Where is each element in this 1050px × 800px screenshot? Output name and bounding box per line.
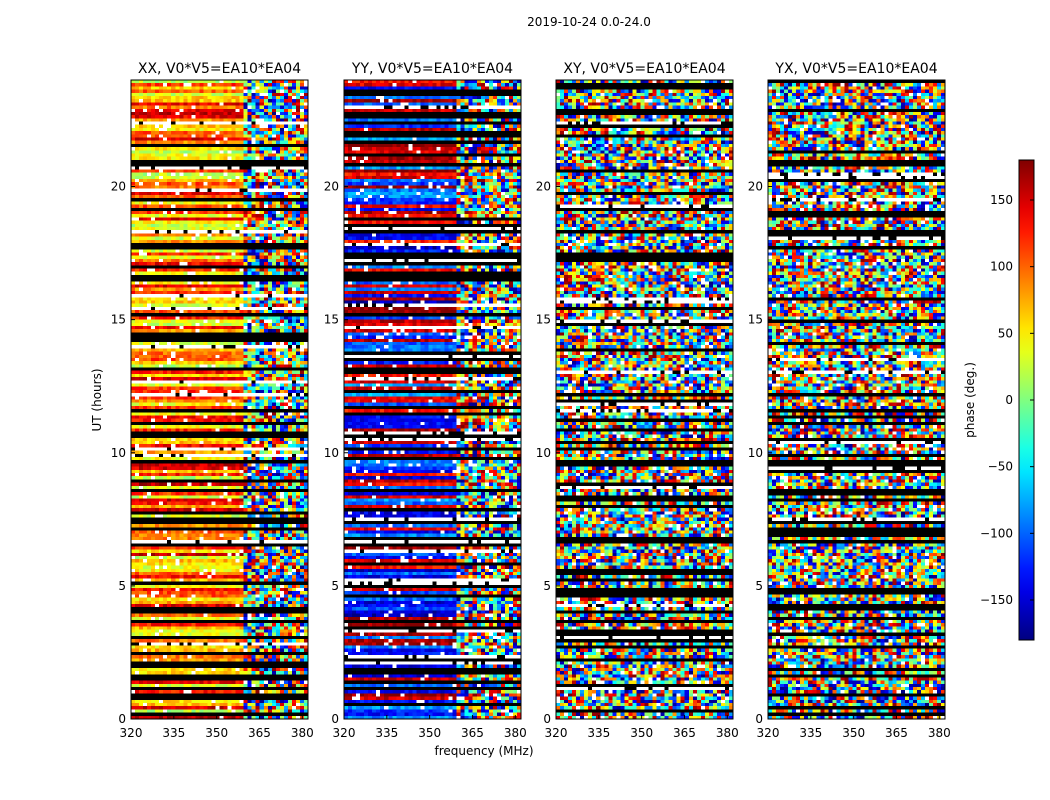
panel-yy: YY, V0*V5=EA10*EA04 320 335 350 365 380 0 5 10 15… (324, 61, 527, 740)
y-axis-label: UT (hours) (90, 368, 104, 431)
x-axis-label: frequency (MHz) (434, 744, 533, 758)
phase-heatmap-yy (344, 80, 521, 719)
y-tick-label: 5 (755, 579, 763, 593)
x-tick-label: 365 (461, 726, 484, 740)
colorbar-tick-label: 150 (990, 193, 1013, 207)
panel-yx: YX, V0*V5=EA10*EA04 320 335 350 365 380 0 5 10 15… (748, 61, 951, 740)
y-tick-label: 15 (111, 313, 126, 327)
panel-title: YY, V0*V5=EA10*EA04 (351, 61, 513, 77)
phase-heatmap-xx (131, 80, 308, 719)
phase-heatmap-xy (556, 80, 733, 719)
x-tick-label: 335 (587, 726, 610, 740)
x-tick-label: 365 (885, 726, 908, 740)
y-tick-label: 0 (543, 712, 551, 726)
x-tick-label: 380 (504, 726, 527, 740)
x-tick-label: 350 (418, 726, 441, 740)
panel-frame (767, 79, 946, 720)
colorbar-tick-label: 50 (998, 326, 1013, 340)
colorbar-label: phase (deg.) (963, 362, 977, 438)
figure-title: 2019-10-24 0.0-24.0 (527, 15, 651, 29)
y-tick-label: 10 (324, 446, 339, 460)
panel-xy: XY, V0*V5=EA10*EA04 320 335 350 365 380 0 5 10 15… (536, 61, 739, 740)
panel-title: YX, V0*V5=EA10*EA04 (774, 61, 937, 77)
x-tick-label: 380 (291, 726, 314, 740)
panels-group: XX, V0*V5=EA10*EA04 320 335 350 365 380 0 5 10 15… (111, 61, 951, 740)
panel-frame (343, 79, 522, 720)
y-tick-label: 20 (536, 180, 551, 194)
panel-title: XX, V0*V5=EA10*EA04 (138, 61, 301, 77)
x-tick-label: 380 (716, 726, 739, 740)
y-tick-label: 15 (536, 313, 551, 327)
colorbar: −150 −100 −50 0 50 100 150 (980, 159, 1035, 641)
y-tick-label: 10 (748, 446, 763, 460)
x-tick-label: 365 (248, 726, 271, 740)
x-tick-label: 380 (928, 726, 951, 740)
x-tick-label: 350 (842, 726, 865, 740)
panel-frame (555, 79, 734, 720)
colorbar-tick-label: −100 (980, 526, 1013, 540)
panel-title: XY, V0*V5=EA10*EA04 (563, 61, 725, 77)
x-tick-label: 335 (162, 726, 185, 740)
x-tick-label: 320 (545, 726, 568, 740)
panel-frame (130, 79, 309, 720)
y-tick-label: 15 (324, 313, 339, 327)
x-tick-label: 350 (205, 726, 228, 740)
y-tick-label: 5 (118, 579, 126, 593)
y-tick-label: 0 (755, 712, 763, 726)
colorbar-tick-label: 100 (990, 260, 1013, 274)
x-tick-label: 320 (757, 726, 780, 740)
y-tick-label: 20 (324, 180, 339, 194)
y-tick-label: 0 (331, 712, 339, 726)
y-tick-label: 15 (748, 313, 763, 327)
y-tick-label: 0 (118, 712, 126, 726)
x-tick-label: 335 (799, 726, 822, 740)
colorbar-tick-label: 0 (1005, 393, 1013, 407)
y-tick-label: 10 (111, 446, 126, 460)
phase-heatmap-yx (768, 80, 945, 719)
y-tick-label: 20 (748, 180, 763, 194)
x-tick-label: 350 (630, 726, 653, 740)
x-tick-label: 320 (333, 726, 356, 740)
y-tick-label: 20 (111, 180, 126, 194)
x-tick-label: 320 (120, 726, 143, 740)
panel-xx: XX, V0*V5=EA10*EA04 320 335 350 365 380 0 5 10 15… (111, 61, 314, 740)
y-tick-label: 5 (543, 579, 551, 593)
y-tick-label: 10 (536, 446, 551, 460)
x-tick-label: 365 (673, 726, 696, 740)
colorbar-tick-label: −150 (980, 593, 1013, 607)
colorbar-tick-label: −50 (988, 460, 1013, 474)
x-tick-label: 335 (375, 726, 398, 740)
y-tick-label: 5 (331, 579, 339, 593)
